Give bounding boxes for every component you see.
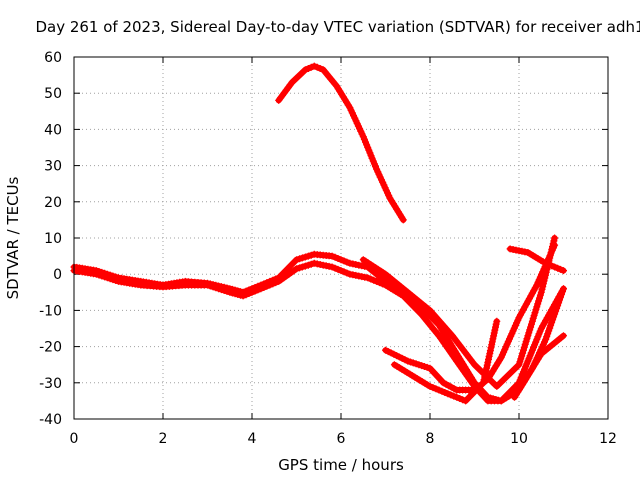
data-point-marker: [352, 261, 360, 268]
data-point-marker: [307, 251, 315, 259]
plot-area: [70, 62, 567, 405]
data-point-marker: [459, 396, 467, 404]
data-point-marker: [551, 241, 559, 249]
data-point-marker: [298, 263, 306, 271]
data-point-marker: [482, 367, 490, 375]
data-point-marker: [432, 385, 440, 393]
data-point-marker: [334, 255, 342, 262]
data-point-marker: [301, 66, 309, 74]
data-point-marker: [480, 376, 488, 384]
y-tick-label: 60: [44, 50, 62, 66]
data-point-marker: [337, 256, 345, 264]
data-point-marker: [298, 254, 306, 262]
data-point-marker: [435, 386, 443, 394]
data-point-marker: [426, 382, 434, 390]
data-point-marker: [248, 288, 256, 296]
data-point-marker: [266, 281, 274, 289]
data-point-marker: [548, 262, 556, 270]
data-point-marker: [379, 280, 386, 288]
y-tick-label: 50: [44, 86, 62, 102]
y-tick-label: 0: [53, 267, 62, 283]
y-tick-label: 20: [44, 195, 62, 211]
data-point-marker: [491, 326, 499, 334]
data-point-marker: [254, 286, 262, 294]
data-point-marker: [301, 253, 309, 261]
chart-title: Day 261 of 2023, Sidereal Day-to-day VTE…: [35, 18, 640, 36]
y-tick-label: 10: [44, 231, 62, 247]
data-point-marker: [307, 63, 315, 71]
data-point-marker: [370, 276, 378, 284]
data-point-marker: [493, 317, 501, 325]
data-point-marker: [307, 260, 315, 268]
data-point-marker: [272, 279, 280, 287]
data-point-marker: [551, 263, 559, 271]
series-track-high: [275, 62, 407, 224]
data-point-marker: [316, 65, 324, 72]
series-track-valley: [390, 317, 501, 405]
data-point-marker: [301, 262, 309, 270]
x-axis-label: GPS time / hours: [278, 456, 404, 474]
data-point-marker: [316, 261, 324, 268]
x-tick-label: 10: [510, 431, 528, 447]
data-point-marker: [239, 292, 247, 300]
data-point-marker: [560, 285, 567, 293]
y-tick-label: -40: [39, 412, 62, 428]
tick-labels: 0 2 4 6 8 10 12 -40 -30 -20 -10 0 10 20 30 40 50 60: [39, 50, 617, 447]
y-tick-label: -20: [39, 340, 62, 356]
plot-frame: [73, 56, 609, 420]
data-point-marker: [453, 393, 461, 401]
data-point-marker: [328, 252, 336, 260]
y-tick-label: 40: [44, 122, 62, 138]
data-point-marker: [263, 282, 271, 290]
data-point-marker: [343, 269, 351, 277]
x-tick-label: 12: [599, 431, 617, 447]
x-tick-label: 8: [426, 431, 435, 447]
data-point-marker: [399, 216, 407, 224]
data-point-marker: [450, 392, 458, 400]
data-point-marker: [334, 265, 342, 273]
y-tick-label: -10: [39, 303, 62, 319]
data-point-marker: [364, 274, 372, 282]
data-point-marker: [373, 277, 381, 285]
y-tick-label: -30: [39, 376, 62, 392]
data-point-marker: [337, 267, 345, 275]
data-point-marker: [542, 259, 550, 267]
data-point-marker: [444, 390, 452, 398]
series-track-late-decline: [506, 245, 567, 275]
x-tick-label: 0: [70, 431, 79, 447]
series-track-main-b: [70, 259, 567, 405]
data-point-marker: [560, 332, 567, 340]
data-point-marker: [310, 62, 318, 70]
data-point-marker: [560, 267, 567, 275]
data-point-marker: [293, 265, 300, 273]
data-point-marker: [328, 263, 336, 271]
data-point-marker: [551, 234, 559, 242]
y-tick-label: 30: [44, 159, 62, 175]
data-point-marker: [293, 256, 300, 264]
y-axis-label: SDTVAR / TECUs: [4, 176, 22, 299]
x-tick-label: 6: [337, 431, 346, 447]
data-point-marker: [343, 258, 351, 266]
x-tick-label: 2: [159, 431, 168, 447]
grid-lines: [74, 57, 608, 419]
data-point-marker: [557, 265, 564, 273]
series-track-late-climb: [511, 285, 567, 401]
data-point-marker: [245, 290, 253, 297]
x-tick-label: 4: [248, 431, 257, 447]
data-point-marker: [441, 389, 449, 396]
data-point-marker: [257, 285, 265, 293]
